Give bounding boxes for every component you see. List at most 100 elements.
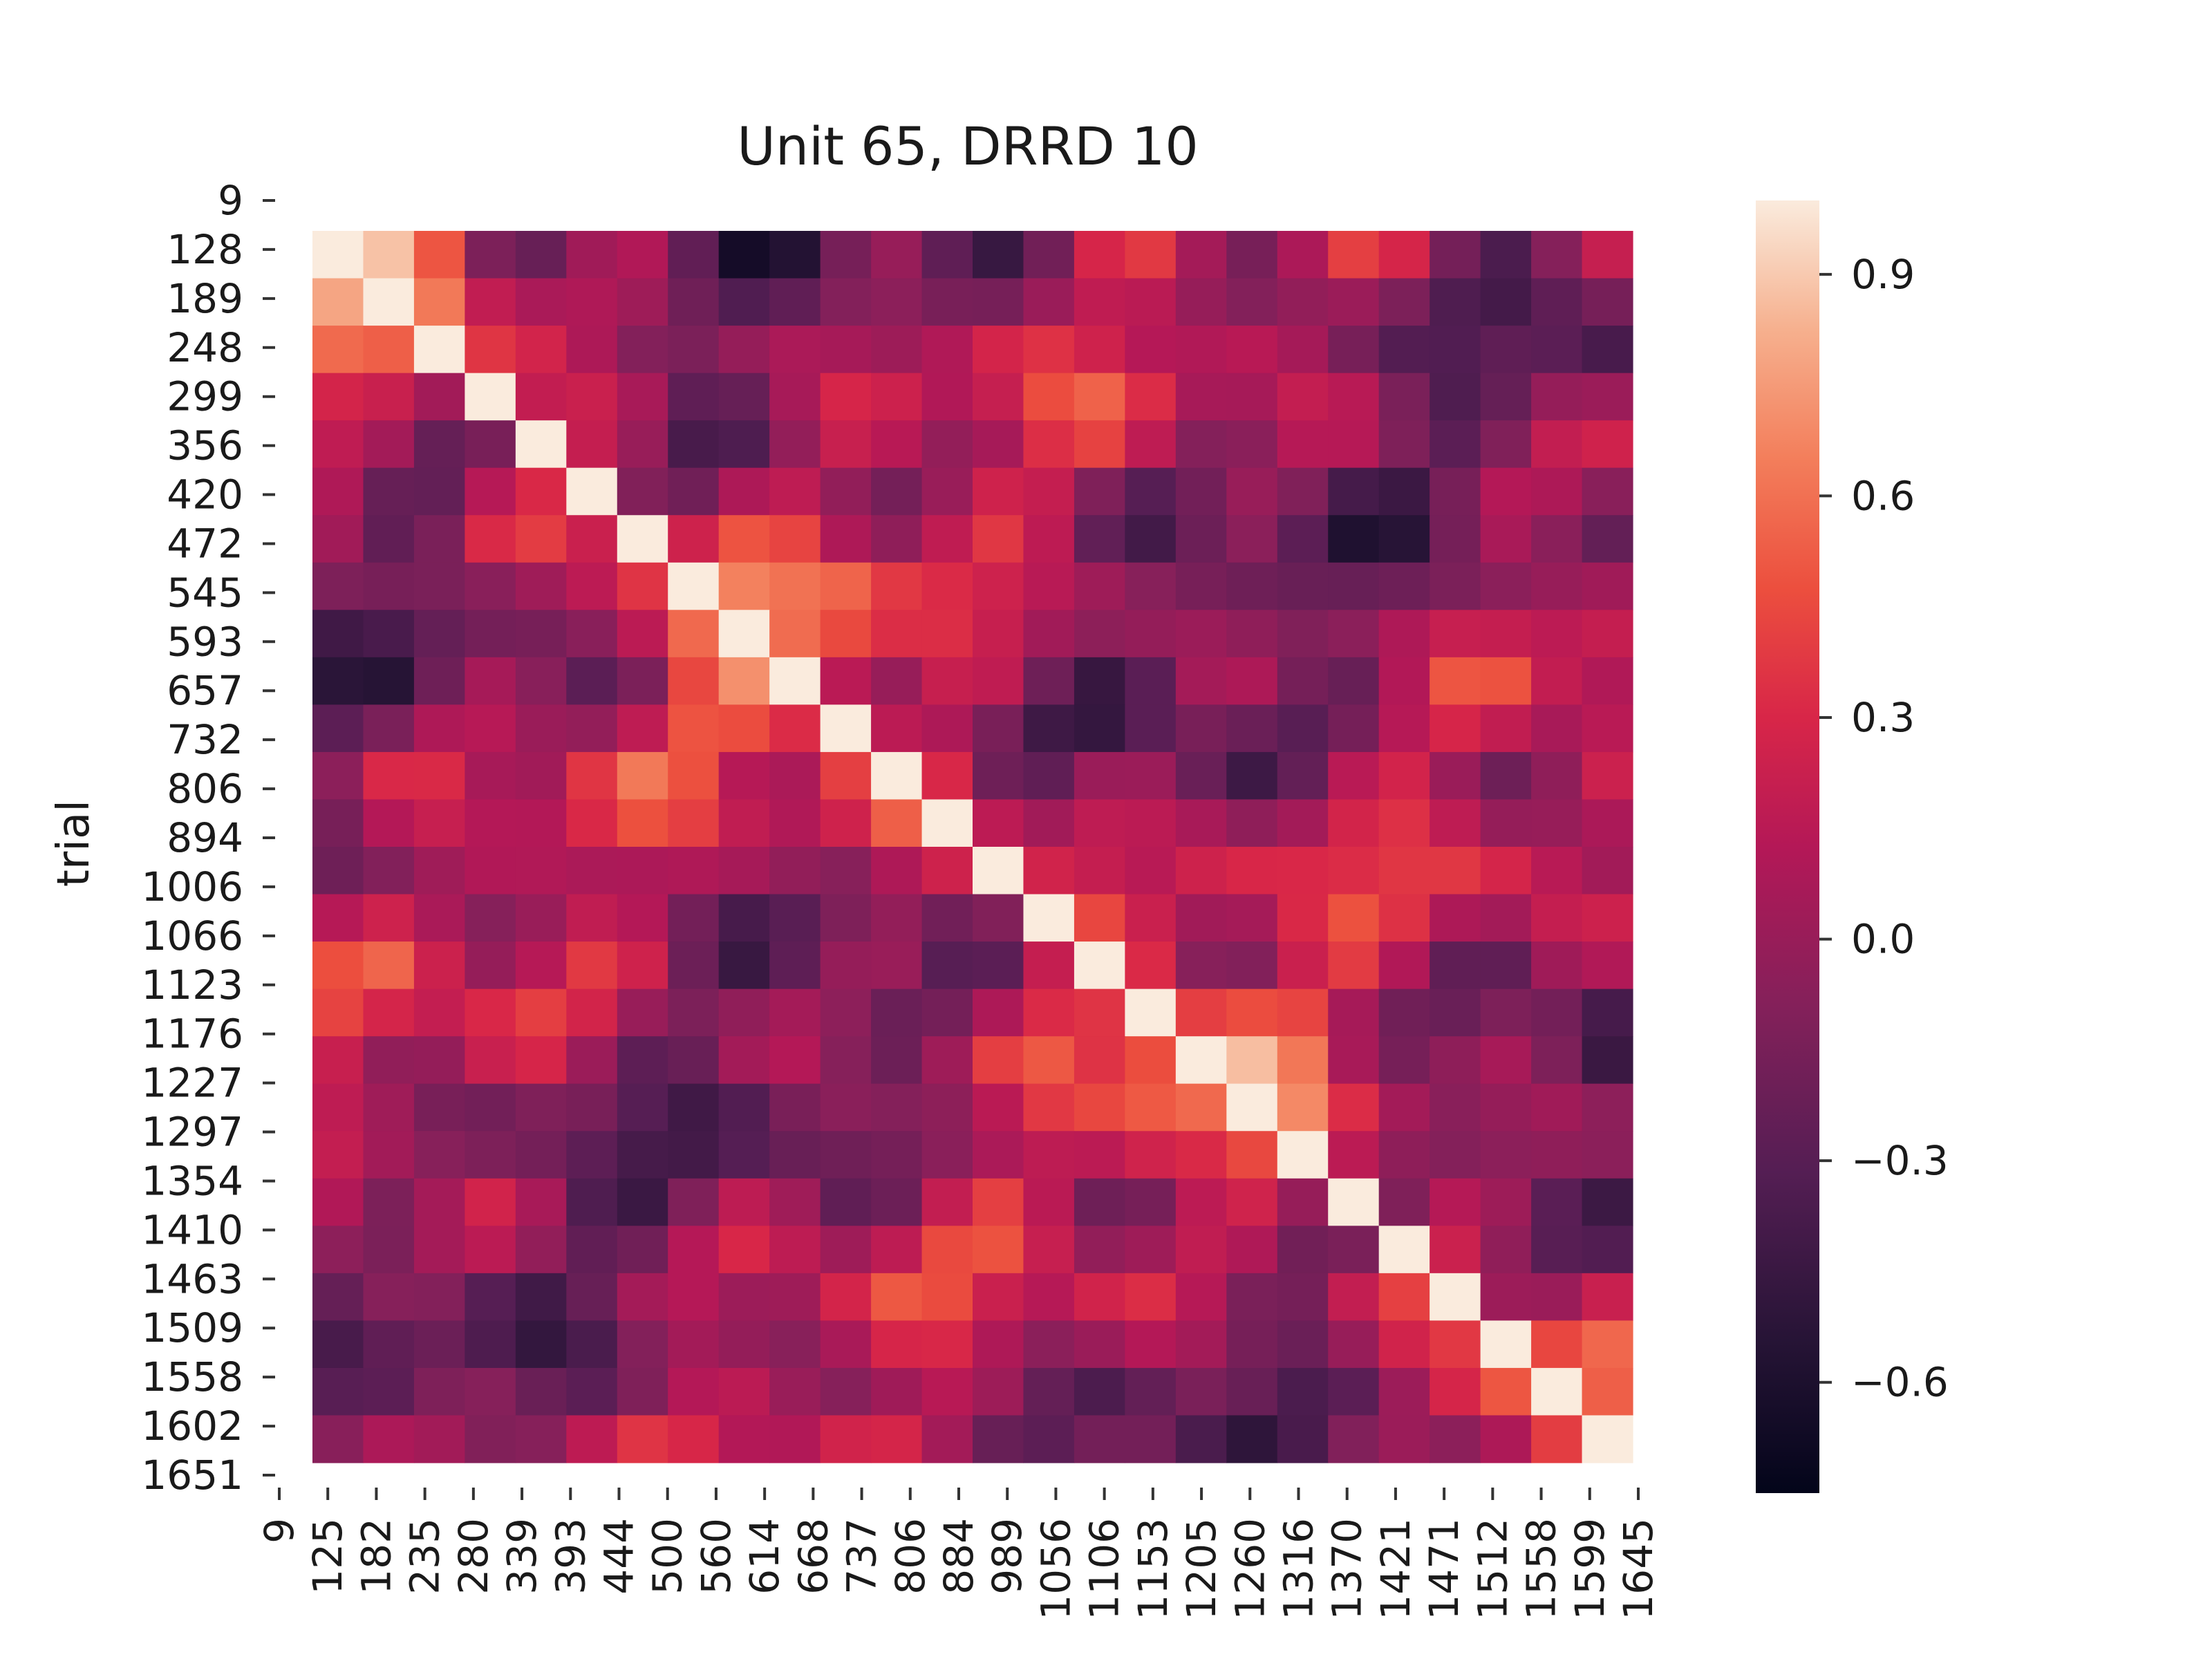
heatmap-cell — [1226, 278, 1278, 326]
y-tick-label: 299 — [167, 373, 243, 420]
heatmap-cell — [465, 373, 516, 421]
heatmap-cell — [515, 847, 567, 895]
heatmap-cell — [820, 799, 872, 847]
heatmap-cell — [718, 894, 770, 942]
heatmap-cell — [566, 562, 618, 610]
heatmap-cell — [769, 657, 821, 705]
heatmap-cell — [769, 467, 821, 516]
heatmap-cell — [1582, 467, 1633, 516]
heatmap-cell — [1430, 231, 1481, 279]
heatmap-cell — [668, 1131, 720, 1179]
heatmap-cell — [465, 420, 516, 469]
heatmap-cell — [1480, 799, 1532, 847]
heatmap-cell — [465, 467, 516, 516]
heatmap-cell — [718, 704, 770, 753]
heatmap-cell — [1582, 704, 1633, 753]
heatmap-cell — [769, 1083, 821, 1132]
heatmap-cell — [515, 1415, 567, 1463]
heatmap-cell — [312, 1273, 364, 1321]
heatmap-cell — [1328, 988, 1380, 1037]
heatmap-cell — [1277, 704, 1329, 753]
heatmap-cell — [1582, 1226, 1633, 1274]
heatmap-cell — [617, 1226, 668, 1274]
heatmap-cell — [973, 1036, 1024, 1085]
heatmap-cell — [1480, 988, 1532, 1037]
heatmap-cell — [1582, 1131, 1633, 1179]
heatmap-cell — [515, 1083, 567, 1132]
heatmap-cell — [413, 847, 465, 895]
heatmap-cell — [1226, 894, 1278, 942]
heatmap-cell — [1480, 1367, 1532, 1416]
heatmap-cell — [921, 1178, 973, 1226]
heatmap-cell — [515, 1131, 567, 1179]
heatmap-cell — [617, 1083, 668, 1132]
x-tick-label: 280 — [450, 1518, 497, 1595]
heatmap-cell — [1023, 467, 1075, 516]
heatmap-cell — [871, 941, 923, 990]
heatmap-cell — [921, 1320, 973, 1369]
heatmap-cell — [1378, 420, 1430, 469]
heatmap-cell — [566, 467, 618, 516]
heatmap-cell — [1125, 941, 1177, 990]
heatmap-cell — [1328, 657, 1380, 705]
heatmap-cell — [1480, 610, 1532, 658]
heatmap-cell — [1480, 751, 1532, 800]
heatmap-cell — [973, 1131, 1024, 1179]
heatmap-cell — [363, 278, 415, 326]
heatmap-cell — [1226, 847, 1278, 895]
y-tick-label: 248 — [167, 324, 243, 371]
heatmap-cell — [1277, 278, 1329, 326]
heatmap-cell — [1480, 657, 1532, 705]
heatmap-cell — [413, 562, 465, 610]
heatmap-cell — [1023, 941, 1075, 990]
heatmap-cell — [1074, 1415, 1125, 1463]
heatmap-cell — [973, 1226, 1024, 1274]
heatmap-cell — [312, 1320, 364, 1369]
heatmap-cell — [1378, 1131, 1430, 1179]
heatmap-cell — [617, 1131, 668, 1179]
heatmap-cell — [1582, 420, 1633, 469]
heatmap-cell — [1023, 1036, 1075, 1085]
x-tick-label: 884 — [935, 1518, 982, 1595]
heatmap-cell — [413, 1131, 465, 1179]
x-tick-label: 1056 — [1032, 1518, 1079, 1620]
x-tick-label: 393 — [547, 1518, 594, 1595]
heatmap-cell — [312, 941, 364, 990]
heatmap-cell — [413, 467, 465, 516]
heatmap-cell — [1378, 657, 1430, 705]
heatmap-cell — [1175, 894, 1227, 942]
heatmap-cell — [668, 1367, 720, 1416]
colorbar-tick-label: −0.6 — [1851, 1359, 1949, 1406]
heatmap-cell — [617, 562, 668, 610]
heatmap-cell — [1277, 1083, 1329, 1132]
heatmap-cell — [1480, 231, 1532, 279]
heatmap-cell — [566, 1320, 618, 1369]
heatmap-cell — [1582, 894, 1633, 942]
heatmap-cell — [1125, 1320, 1177, 1369]
heatmap-cell — [1125, 704, 1177, 753]
heatmap-cell — [1582, 847, 1633, 895]
heatmap-cell — [515, 1367, 567, 1416]
heatmap-cell — [515, 1226, 567, 1274]
heatmap-cell — [515, 515, 567, 563]
heatmap-cell — [1378, 562, 1430, 610]
heatmap-cell — [566, 326, 618, 374]
heatmap-cell — [566, 1178, 618, 1226]
colorbar-tick-label: 0.0 — [1851, 916, 1915, 963]
heatmap-cell — [1378, 1036, 1430, 1085]
heatmap-cell — [1378, 1273, 1430, 1321]
heatmap-cell — [1480, 1226, 1532, 1274]
heatmap-cell — [668, 610, 720, 658]
heatmap-cell — [973, 1178, 1024, 1226]
heatmap-cell — [820, 326, 872, 374]
heatmap-cell — [1023, 1320, 1075, 1369]
heatmap-cell — [973, 373, 1024, 421]
heatmap-cell — [617, 1036, 668, 1085]
heatmap-cell — [1074, 1178, 1125, 1226]
heatmap-cell — [566, 515, 618, 563]
heatmap-cell — [1378, 704, 1430, 753]
heatmap-cells — [312, 231, 1633, 1463]
heatmap-cell — [363, 1320, 415, 1369]
heatmap-cell — [617, 610, 668, 658]
heatmap-cell — [921, 1367, 973, 1416]
